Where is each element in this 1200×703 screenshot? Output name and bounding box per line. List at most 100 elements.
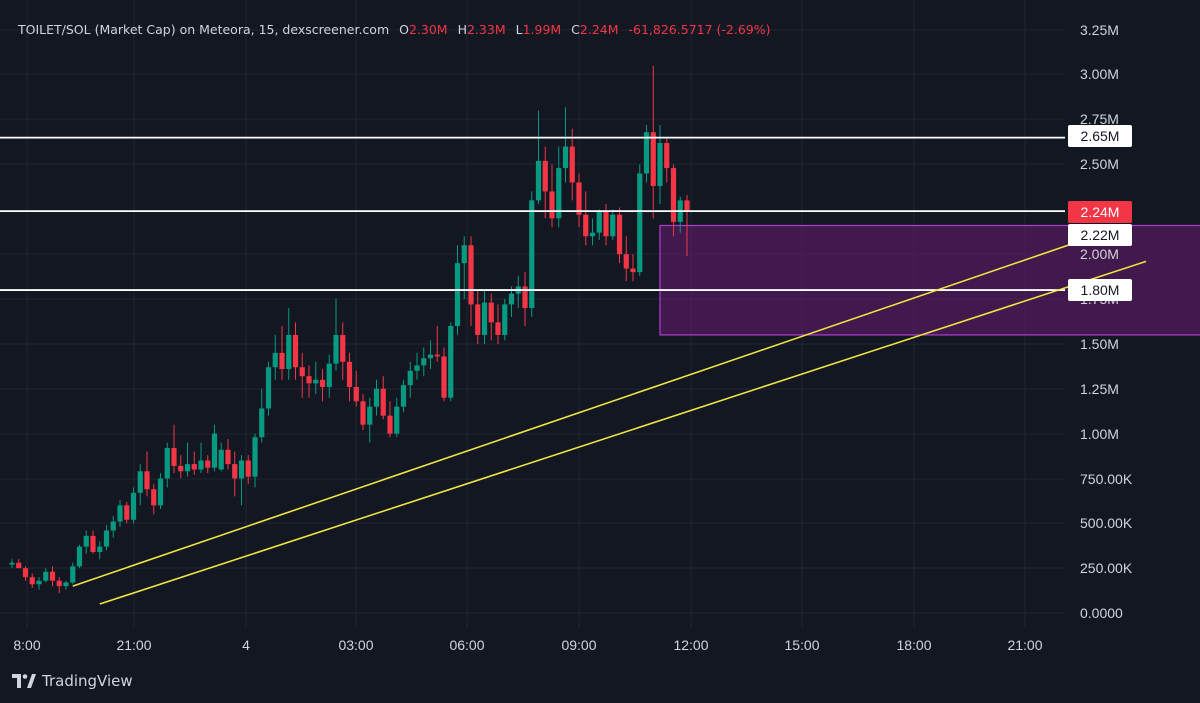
x-tick-label: 18:00 — [896, 637, 931, 653]
x-tick-label: 8:00 — [13, 637, 40, 653]
price-label-box — [1068, 279, 1132, 301]
candle-body — [535, 160, 542, 201]
candle-body — [313, 379, 319, 384]
price-label-box — [1068, 201, 1132, 223]
x-tick-label: 09:00 — [561, 637, 596, 653]
candle-body — [583, 214, 589, 237]
close-label: C — [571, 22, 580, 37]
candle-body — [387, 415, 393, 434]
candle-body — [589, 232, 596, 237]
candle-body — [441, 356, 447, 398]
candle-body — [117, 505, 123, 522]
candle-body — [184, 464, 191, 472]
candle-body — [603, 211, 609, 237]
candle-body — [684, 200, 690, 212]
candle-body — [36, 580, 42, 585]
horizontal-levels[interactable] — [0, 136, 1065, 291]
candle-body — [63, 582, 69, 587]
candle-body — [407, 370, 413, 386]
price-label-text: 2.22M — [1081, 227, 1120, 243]
candle-body — [576, 182, 582, 215]
candle-body — [346, 361, 353, 387]
high-value: 2.33M — [466, 22, 506, 37]
trendline[interactable] — [72, 240, 1079, 587]
trendline[interactable] — [99, 260, 1147, 605]
candle-body — [367, 406, 373, 425]
candle-body — [448, 325, 454, 398]
trendlines[interactable] — [72, 240, 1147, 605]
candle-body — [421, 358, 427, 366]
open-value: 2.30M — [408, 22, 448, 37]
candle-body — [238, 460, 245, 479]
candle-body — [326, 363, 332, 387]
candle-body — [637, 173, 643, 273]
candle-body — [198, 460, 204, 470]
candle-body — [481, 302, 488, 335]
y-tick-label: 1.00M — [1080, 426, 1119, 442]
candle-body — [610, 214, 616, 237]
x-tick-label: 21:00 — [1007, 637, 1042, 653]
y-tick-label: 750.00K — [1080, 471, 1133, 487]
tradingview-branding[interactable]: TradingView — [12, 672, 133, 690]
price-label-text: 2.65M — [1081, 128, 1120, 144]
candle-body — [279, 352, 285, 370]
candle-body — [508, 293, 515, 305]
candle-body — [556, 168, 562, 219]
candle-body — [22, 568, 29, 578]
candle-body — [569, 146, 575, 183]
candle-body — [164, 447, 170, 479]
candle-body — [259, 408, 265, 438]
candle-body — [252, 437, 258, 477]
x-tick-label: 4 — [242, 637, 250, 653]
candle-body — [211, 433, 218, 468]
candle-body — [70, 566, 76, 583]
candle-body — [380, 388, 386, 416]
candle-body — [657, 142, 663, 187]
x-tick-label: 21:00 — [116, 637, 151, 653]
candle-body — [299, 367, 305, 377]
candle-body — [225, 449, 231, 465]
candle-body — [542, 160, 548, 192]
open-label: O — [399, 22, 409, 37]
change-value: -61,826.5717 (-2.69%) — [628, 22, 771, 37]
candle-body — [171, 447, 177, 466]
candle-body — [218, 449, 224, 470]
candle-body — [502, 304, 508, 335]
close-value: 2.24M — [579, 22, 619, 37]
price-labels: 2.65M 2.24M 2.22M 1.80M — [1068, 125, 1132, 301]
candle-body — [353, 386, 359, 402]
candle-body — [623, 254, 629, 269]
candle-body — [144, 471, 150, 490]
candle-body — [360, 401, 366, 425]
candle-body — [205, 460, 211, 468]
candle-body — [103, 530, 110, 547]
candle-body — [272, 352, 278, 368]
candle-body — [643, 132, 650, 174]
y-tick-label: 3.00M — [1080, 66, 1119, 82]
candle-body — [110, 521, 116, 531]
candle-body — [414, 365, 420, 371]
candle-body — [340, 334, 346, 362]
candle-body — [562, 146, 569, 169]
price-label-box — [1068, 125, 1132, 147]
candle-body — [265, 367, 272, 409]
candle-body — [495, 322, 501, 335]
x-axis[interactable]: 8:00 21:00 4 03:00 06:00 09:00 12:00 15:00 18:00… — [13, 637, 1042, 653]
x-tick-label: 03:00 — [338, 637, 373, 653]
low-value: 1.99M — [522, 22, 562, 37]
x-tick-label: 15:00 — [784, 637, 819, 653]
candle-body — [427, 354, 434, 359]
candle-body — [137, 471, 143, 493]
candle-body — [306, 376, 312, 384]
candle-body — [130, 492, 137, 520]
candle-body — [461, 245, 467, 264]
symbol-title: TOILET/SOL (Market Cap) on Meteora, 15, … — [18, 22, 390, 37]
candle-body — [333, 334, 339, 364]
y-tick-label: 2.75M — [1080, 111, 1119, 127]
low-label: L — [515, 22, 523, 37]
candle-body — [650, 132, 656, 187]
candle-body — [400, 385, 407, 407]
candle-body — [286, 334, 292, 370]
candle-body — [29, 577, 35, 585]
